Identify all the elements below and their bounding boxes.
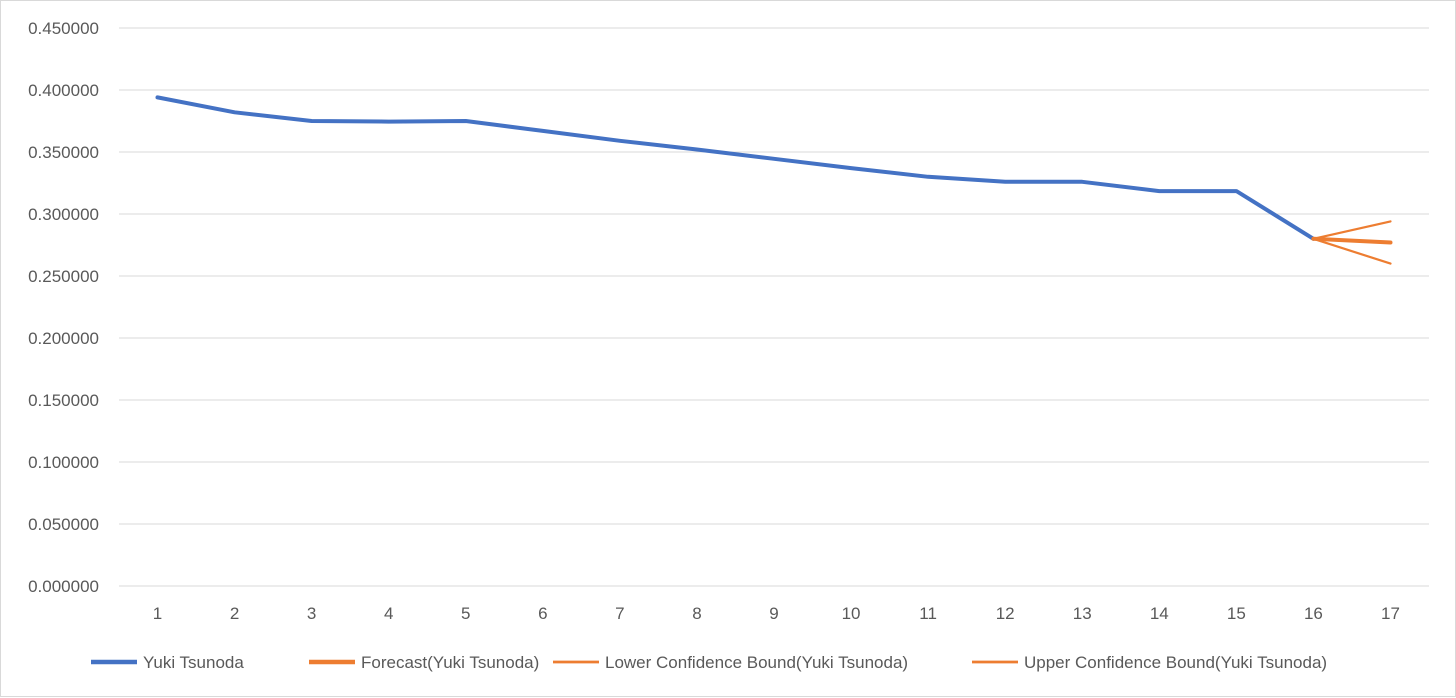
y-axis-tick-labels: 0.000000 0.050000 0.100000 0.150000 0.200000… <box>28 19 99 596</box>
y-tick-label: 0.400000 <box>28 81 99 100</box>
x-tick-label: 4 <box>384 604 393 623</box>
legend-label: Upper Confidence Bound(Yuki Tsunoda) <box>1024 653 1327 672</box>
series-line-2 <box>1311 236 1393 245</box>
x-tick-label: 2 <box>230 604 239 623</box>
legend: Yuki Tsunoda Forecast(Yuki Tsunoda) Lower … <box>91 653 1327 672</box>
y-tick-label: 0.250000 <box>28 267 99 286</box>
y-tick-label: 0.100000 <box>28 453 99 472</box>
x-tick-label: 15 <box>1227 604 1246 623</box>
legend-label: Yuki Tsunoda <box>143 653 244 672</box>
x-tick-label: 10 <box>842 604 861 623</box>
x-tick-label: 7 <box>615 604 624 623</box>
x-tick-label: 17 <box>1381 604 1400 623</box>
series-line-3 <box>1312 237 1392 265</box>
x-tick-label: 8 <box>692 604 701 623</box>
y-tick-label: 0.350000 <box>28 143 99 162</box>
x-tick-label: 13 <box>1073 604 1092 623</box>
x-tick-label: 1 <box>153 604 162 623</box>
x-tick-label: 9 <box>769 604 778 623</box>
y-tick-label: 0.200000 <box>28 329 99 348</box>
y-tick-label: 0.300000 <box>28 205 99 224</box>
x-tick-label: 12 <box>996 604 1015 623</box>
x-axis-tick-labels: 1 2 3 4 5 6 7 8 9 10 11 12 13 14 15 16 17 <box>153 604 1400 623</box>
legend-label: Forecast(Yuki Tsunoda) <box>361 653 539 672</box>
x-tick-label: 5 <box>461 604 470 623</box>
gridlines <box>119 27 1429 587</box>
x-tick-label: 11 <box>919 604 937 623</box>
y-tick-label: 0.000000 <box>28 577 99 596</box>
series-line-4 <box>1312 220 1392 240</box>
x-tick-label: 14 <box>1150 604 1169 623</box>
y-tick-label: 0.450000 <box>28 19 99 38</box>
x-tick-label: 3 <box>307 604 316 623</box>
y-tick-label: 0.150000 <box>28 391 99 410</box>
x-tick-label: 6 <box>538 604 547 623</box>
plot-series <box>155 95 1393 265</box>
y-tick-label: 0.050000 <box>28 515 99 534</box>
legend-label: Lower Confidence Bound(Yuki Tsunoda) <box>605 653 908 672</box>
x-tick-label: 16 <box>1304 604 1323 623</box>
series-line-1 <box>155 95 1316 241</box>
